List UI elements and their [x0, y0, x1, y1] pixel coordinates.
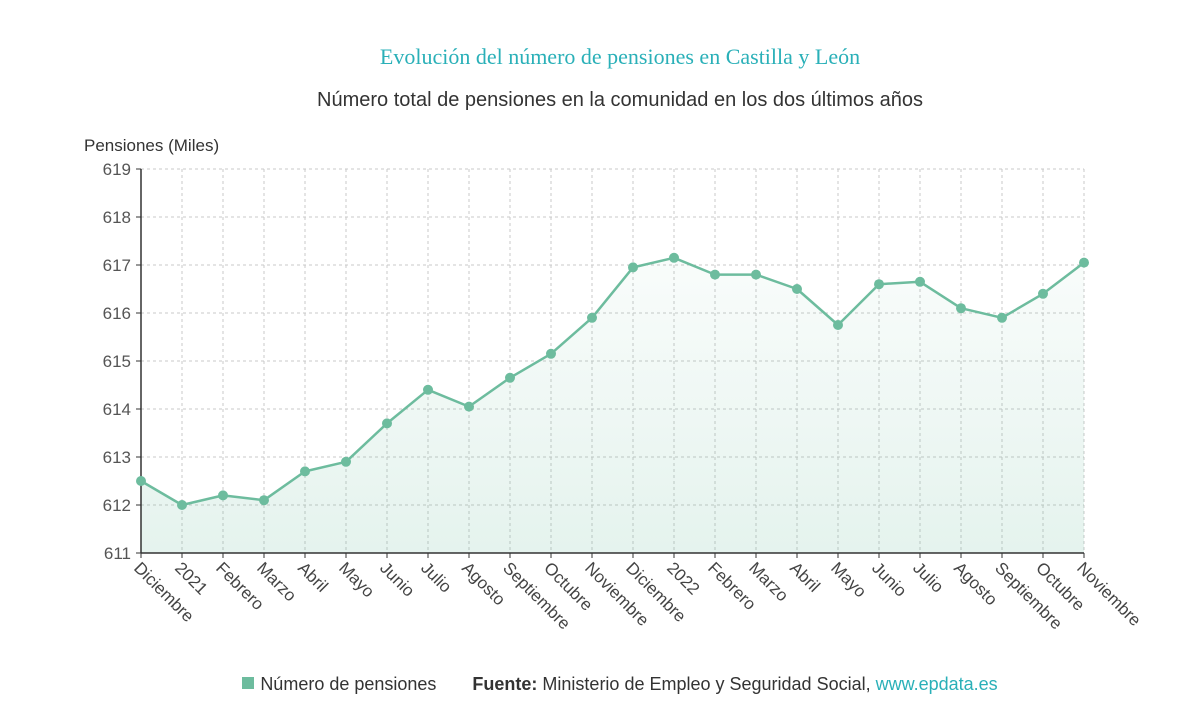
y-tick-label-8: 619 [103, 160, 131, 179]
data-point-1[interactable] [177, 500, 187, 510]
x-tick-label-6: Junio [376, 558, 418, 600]
series-line-path [140, 256, 1085, 507]
y-tick-label-1: 612 [103, 496, 131, 515]
legend-label: Número de pensiones [260, 674, 437, 694]
data-point-16[interactable] [792, 284, 802, 294]
data-point-20[interactable] [956, 303, 966, 314]
data-point-6[interactable] [382, 418, 392, 429]
chart-title: Evolución del número de pensiones en Cas… [379, 44, 861, 69]
data-point-5[interactable] [341, 456, 351, 467]
data-point-7[interactable] [423, 384, 433, 395]
data-point-0[interactable] [136, 476, 146, 486]
x-tick-label-8: Agosto [458, 558, 509, 609]
data-point-15[interactable] [751, 269, 761, 280]
legend-swatch [242, 677, 255, 689]
x-tick-label-17: Mayo [827, 558, 870, 601]
y-tick-label-5: 616 [103, 304, 131, 323]
y-tick-label-4: 615 [103, 352, 131, 371]
source-label: Fuente: [472, 674, 538, 694]
y-tick-label-6: 617 [103, 256, 131, 275]
chart-subtitle: Número total de pensiones en la comunida… [317, 89, 923, 111]
data-point-22[interactable] [1038, 288, 1048, 299]
x-tick-label-23: Noviembre [1073, 558, 1145, 630]
y-tick-label-7: 618 [103, 208, 131, 227]
data-point-21[interactable] [997, 312, 1007, 323]
x-tick-label-20: Agosto [950, 558, 1001, 609]
data-point-10[interactable] [546, 348, 556, 359]
x-tick-label-19: Julio [909, 558, 947, 596]
data-points [136, 252, 1089, 510]
data-point-4[interactable] [300, 466, 310, 477]
chart-footer: Número de pensiones Fuente: Ministerio de… [0, 674, 1200, 695]
y-tick-label-2: 613 [103, 448, 131, 467]
series-area [141, 257, 1084, 553]
data-point-17[interactable] [833, 320, 843, 330]
y-axis-title: Pensiones (Miles) [84, 136, 219, 155]
data-point-18[interactable] [874, 279, 884, 290]
data-point-3[interactable] [259, 495, 269, 506]
x-tick-label-5: Mayo [335, 558, 378, 601]
y-tick-labels: 611 612 613 614 615 616 617 618 619 [103, 160, 131, 563]
y-tick-label-3: 614 [103, 400, 131, 419]
axes [136, 168, 1085, 558]
y-tick-label-0: 611 [104, 544, 131, 563]
data-point-12[interactable] [628, 262, 638, 273]
x-tick-label-18: Junio [868, 558, 910, 600]
data-point-9[interactable] [505, 372, 515, 383]
data-point-14[interactable] [710, 269, 720, 280]
area-fill [141, 257, 1084, 553]
data-point-11[interactable] [587, 312, 597, 323]
data-point-13[interactable] [669, 252, 679, 263]
data-point-2[interactable] [218, 490, 228, 501]
data-point-19[interactable] [915, 276, 925, 287]
source-text: Ministerio de Empleo y Seguridad Social, [537, 674, 876, 694]
x-tick-label-7: Julio [417, 558, 455, 596]
source-link[interactable]: www.epdata.es [875, 674, 998, 694]
data-point-8[interactable] [464, 401, 474, 412]
series-line [140, 256, 1085, 507]
data-point-23[interactable] [1079, 257, 1089, 268]
